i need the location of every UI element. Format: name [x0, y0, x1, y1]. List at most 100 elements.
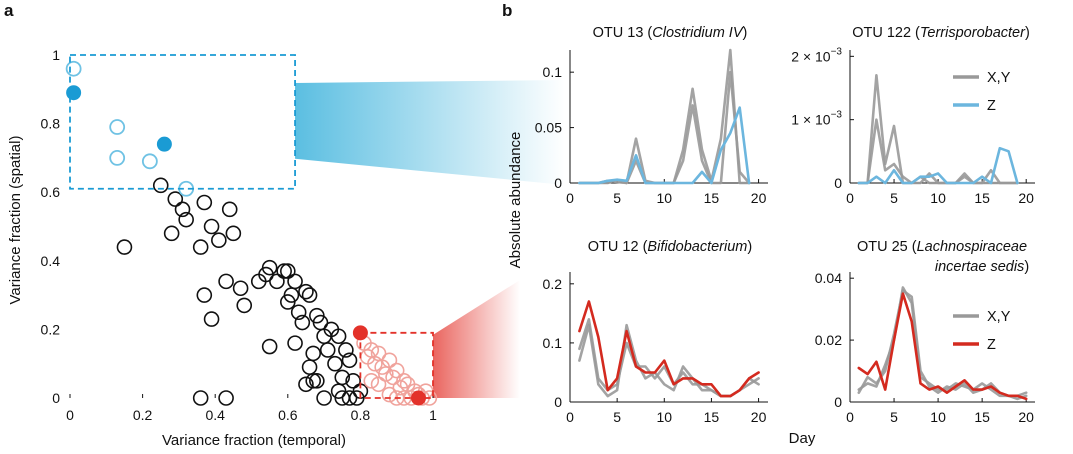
x-tick-label: 20: [751, 409, 767, 425]
y-tick-label: 0: [52, 390, 60, 406]
scatter-point: [192, 390, 209, 406]
y-tick-label: 0: [834, 175, 842, 191]
scatter-axes: 0 0.2 0.4 0.6 0.8 1 0 0.2 0.4 0.6 0.8 1: [41, 47, 438, 423]
x-tick-label: 0: [566, 190, 574, 206]
scatter-y-axis-title: Variance fraction (spatial): [7, 136, 24, 305]
x-tick-label: 20: [1018, 409, 1034, 425]
subplot-1: OTU 13 (Clostridium IV) 0 5 10 15 20 0 0.05 0.1: [535, 25, 768, 206]
scatter-point: [298, 283, 314, 300]
y-tick-label: 0.1: [543, 335, 563, 351]
scatter-point: [309, 373, 325, 389]
y-tick-label: 1: [52, 47, 60, 63]
x-tick-label: 5: [890, 409, 898, 425]
x-tick-label: 10: [930, 190, 946, 206]
scatter-point: [269, 273, 285, 290]
scatter-point: [341, 390, 358, 406]
scatter-point-red: [388, 362, 405, 379]
scatter-point: [174, 201, 191, 218]
scatter-point: [290, 304, 307, 321]
scatter-point: [196, 287, 213, 303]
scatter-point: [338, 342, 354, 358]
x-tick-label: 10: [656, 190, 672, 206]
scatter-point: [152, 177, 169, 194]
scatter-point: [196, 194, 213, 211]
scatter-point-blue: [109, 119, 126, 135]
subplot-3: OTU 12 (Bifidobacterium) 0 5 10 15 20 0 0.1 0.2: [543, 239, 768, 425]
scatter-point: [279, 263, 296, 279]
y-tick-label: 0: [554, 394, 562, 410]
scatter-point: [167, 191, 184, 207]
subplot-4: OTU 25 (Lachnospiraceae incertae sedis) 0 5…: [815, 239, 1035, 425]
series-line: [857, 292, 1028, 401]
y-tick-label: 0.05: [535, 120, 562, 136]
x-tick-label: 5: [613, 409, 621, 425]
x-tick-label: 0.8: [351, 407, 371, 423]
x-tick-label: 0.6: [278, 407, 298, 423]
series-line: [857, 286, 1028, 398]
scatter-point: [218, 390, 234, 406]
subplot-title: OTU 122 (Terrisporobacter): [852, 25, 1030, 41]
scatter-point: [261, 338, 278, 355]
abundance-axis-title: Absolute abundance: [507, 132, 524, 269]
y-tick-label: 2 × 10−3: [791, 46, 842, 64]
scatter-point: [261, 259, 278, 276]
x-tick-label: 1: [429, 407, 437, 423]
subplot-title: OTU 13 (Clostridium IV): [593, 25, 748, 41]
y-tick-label: 0.8: [41, 116, 61, 132]
x-tick-label: 0.2: [133, 407, 153, 423]
scatter-point: [203, 218, 220, 235]
scatter-point: [236, 297, 253, 314]
highlight-boxes: [69, 54, 434, 399]
y-tick-label: 0.4: [41, 253, 61, 269]
panel-a-scatter: a 0 0.2 0.4 0.6 0.8 1 0 0.2 0.4 0.6 0.8 1 Variance …: [4, 1, 565, 449]
y-tick-label: 0: [554, 175, 562, 191]
scatter-point: [341, 352, 358, 369]
series-line: [578, 300, 760, 398]
scatter-point-blue: [65, 60, 82, 77]
x-tick-label: 20: [751, 190, 767, 206]
scatter-point: [211, 232, 227, 249]
y-tick-label: 0.04: [815, 270, 842, 286]
subplot-title-line2: incertae sedis): [935, 259, 1029, 275]
panel-label-a: a: [4, 1, 14, 20]
scatter-point: [287, 273, 303, 290]
panel-b-timeseries: b Absolute abundance Day OTU 13 (Clostri…: [502, 1, 1035, 447]
scatter-point: [334, 390, 351, 406]
subplot-2: OTU 122 (Terrisporobacter) 0 5 10 15 20 0 1 × 1…: [791, 25, 1035, 206]
legend-label: Z: [987, 98, 996, 114]
scatter-point: [225, 225, 242, 242]
scatter-point-red: [370, 376, 387, 393]
scatter-point: [330, 328, 347, 345]
x-tick-label: 0: [66, 407, 74, 423]
x-tick-label: 15: [704, 190, 720, 206]
x-tick-label: 10: [656, 409, 672, 425]
y-tick-label: 0.2: [543, 276, 563, 292]
scatter-point: [116, 239, 133, 255]
panel-label-b: b: [502, 1, 512, 20]
scatter-point: [319, 342, 336, 358]
scatter-point-red: [381, 386, 398, 403]
scatter-points: [65, 60, 438, 406]
series-line: [857, 74, 1019, 185]
x-tick-label: 5: [890, 190, 898, 206]
subplot-title: OTU 25 (Lachnospiraceae: [857, 239, 1027, 255]
scatter-point-red: [378, 366, 394, 382]
scatter-point: [305, 345, 322, 362]
x-tick-label: 0: [846, 190, 854, 206]
x-tick-label: 0: [566, 409, 574, 425]
scatter-point-red: [367, 355, 383, 372]
scatter-x-axis-title: Variance fraction (temporal): [162, 432, 346, 449]
y-tick-label: 0: [834, 394, 842, 410]
scatter-point: [305, 373, 322, 389]
red-highlight-box: [359, 331, 434, 399]
y-tick-label: 0.1: [543, 64, 563, 80]
scatter-point: [298, 376, 314, 393]
legend-label: Z: [987, 337, 996, 353]
scatter-point: [316, 390, 332, 406]
scatter-point: [163, 225, 180, 242]
series-line: [578, 106, 751, 185]
scatter-point: [301, 359, 318, 375]
legend-label: X,Y: [987, 309, 1011, 325]
x-tick-label: 15: [974, 409, 990, 425]
